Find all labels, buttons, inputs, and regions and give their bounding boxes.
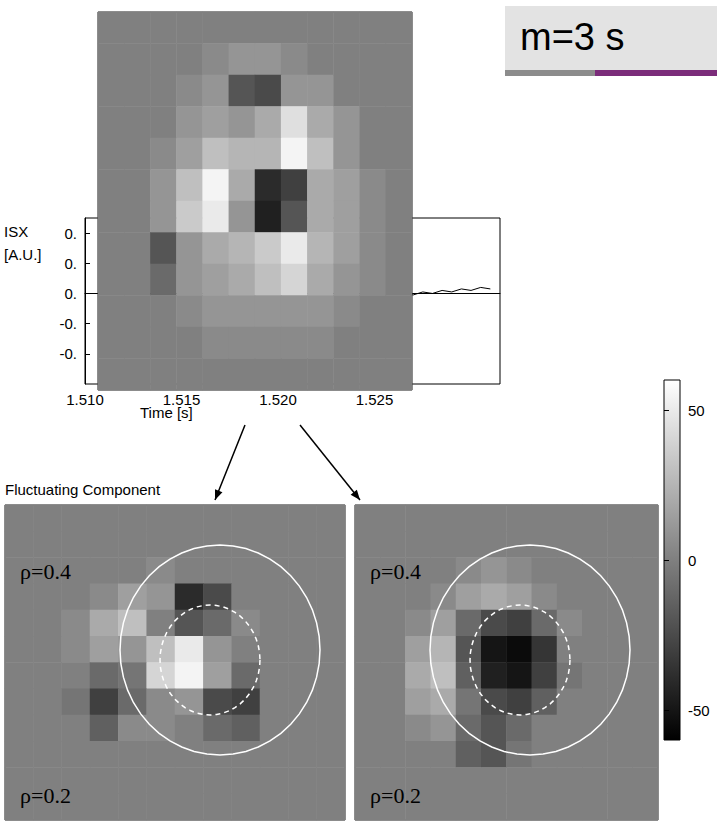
- svg-text:0.: 0.: [64, 255, 77, 272]
- svg-text:0: 0: [688, 552, 696, 569]
- svg-text:-0.: -0.: [59, 315, 77, 332]
- svg-text:ρ=0.2: ρ=0.2: [370, 783, 421, 808]
- svg-text:50: 50: [688, 402, 705, 419]
- svg-text:-50: -50: [688, 702, 710, 719]
- svg-text:1.510: 1.510: [66, 391, 104, 408]
- svg-text:m=3 s: m=3 s: [520, 16, 625, 58]
- svg-text:[A.U.]: [A.U.]: [4, 246, 42, 263]
- svg-text:-0.: -0.: [59, 345, 77, 362]
- svg-text:ρ=0.2: ρ=0.2: [20, 783, 71, 808]
- svg-text:ρ=0.4: ρ=0.4: [20, 559, 71, 584]
- svg-text:1.520: 1.520: [259, 391, 297, 408]
- svg-text:1.525: 1.525: [356, 391, 394, 408]
- svg-text:Time [s]: Time [s]: [140, 404, 193, 421]
- svg-text:1.515: 1.515: [162, 391, 201, 408]
- svg-text:0.: 0.: [64, 285, 77, 302]
- svg-text:Fluctuating Component: Fluctuating Component: [5, 481, 161, 498]
- svg-text:0.: 0.: [64, 225, 77, 242]
- svg-text:ρ=0.4: ρ=0.4: [370, 559, 421, 584]
- svg-text:ISX: ISX: [4, 223, 28, 240]
